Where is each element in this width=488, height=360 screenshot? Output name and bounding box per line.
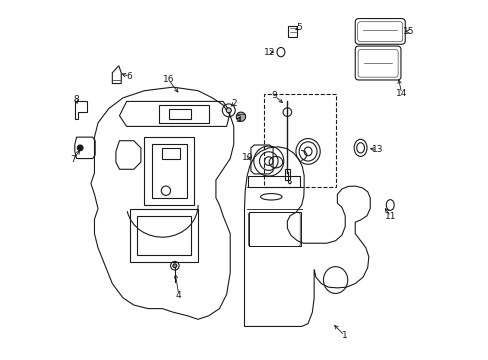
Circle shape [77, 145, 83, 151]
Text: 10: 10 [241, 153, 253, 162]
Text: 13: 13 [371, 145, 383, 154]
Text: 2: 2 [231, 99, 237, 108]
Circle shape [173, 264, 176, 268]
Text: 15: 15 [402, 27, 414, 36]
Circle shape [226, 108, 231, 113]
Bar [285, 169, 289, 180]
Text: 8: 8 [73, 95, 79, 104]
Text: 11: 11 [385, 212, 396, 221]
Text: 16: 16 [163, 76, 174, 85]
Text: 5: 5 [295, 23, 301, 32]
Text: 12: 12 [264, 48, 275, 57]
Bar [264, 94, 335, 187]
Text: 4: 4 [176, 291, 181, 300]
Text: 3: 3 [235, 116, 241, 125]
Bar [248, 212, 300, 246]
Text: 7: 7 [70, 155, 76, 164]
Text: 9: 9 [271, 91, 277, 100]
Text: 14: 14 [395, 89, 407, 98]
Text: 6: 6 [126, 72, 132, 81]
Text: 1: 1 [341, 331, 346, 340]
Circle shape [236, 112, 245, 121]
